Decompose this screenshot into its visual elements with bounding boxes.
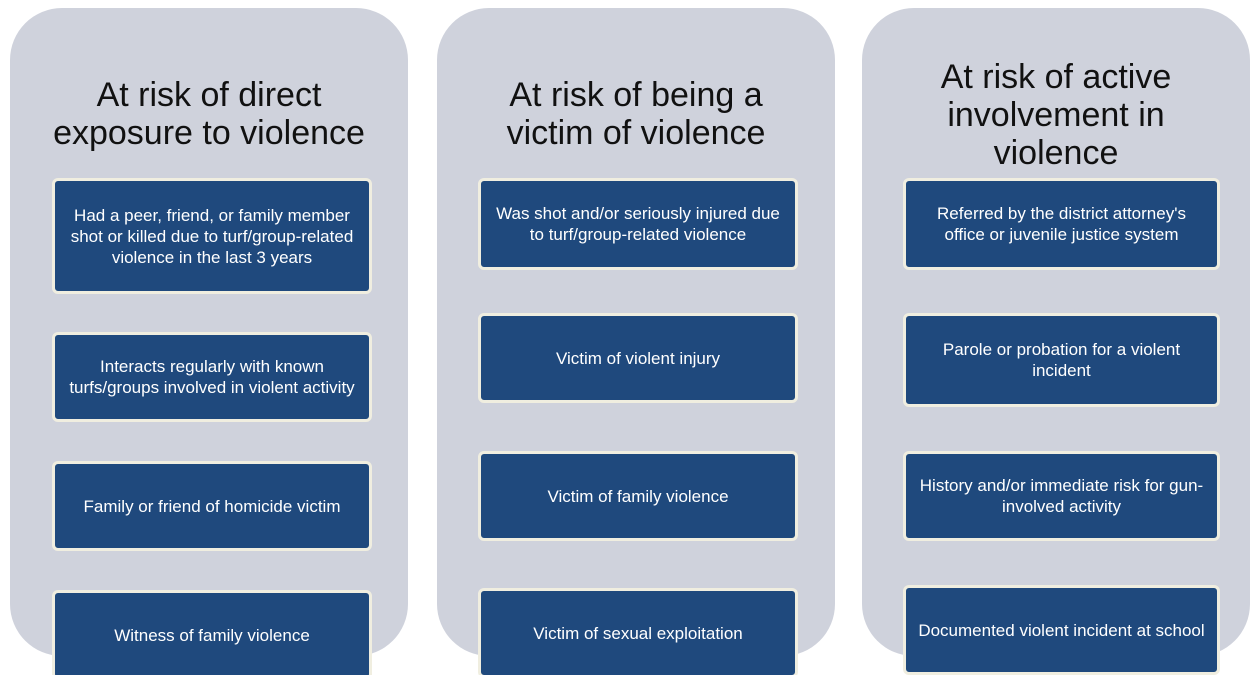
criteria-box: Witness of family violence — [52, 590, 372, 675]
column-title: At risk of active involvement in violenc… — [940, 58, 1172, 172]
criteria-box: History and/or immediate risk for gun-in… — [903, 451, 1220, 541]
criteria-box: Victim of violent injury — [478, 313, 798, 403]
criteria-box: Was shot and/or seriously injured due to… — [478, 178, 798, 270]
criteria-box: Documented violent incident at school — [903, 585, 1220, 675]
criteria-box: Referred by the district attorney's offi… — [903, 178, 1220, 270]
column-title: At risk of direct exposure to violence — [53, 76, 365, 152]
criteria-box: Had a peer, friend, or family member sho… — [52, 178, 372, 294]
criteria-box: Victim of sexual exploitation — [478, 588, 798, 675]
criteria-box: Family or friend of homicide victim — [52, 461, 372, 551]
criteria-box: Parole or probation for a violent incide… — [903, 313, 1220, 407]
column-title: At risk of being a victim of violence — [506, 76, 766, 152]
criteria-box: Interacts regularly with known turfs/gro… — [52, 332, 372, 422]
criteria-box: Victim of family violence — [478, 451, 798, 541]
